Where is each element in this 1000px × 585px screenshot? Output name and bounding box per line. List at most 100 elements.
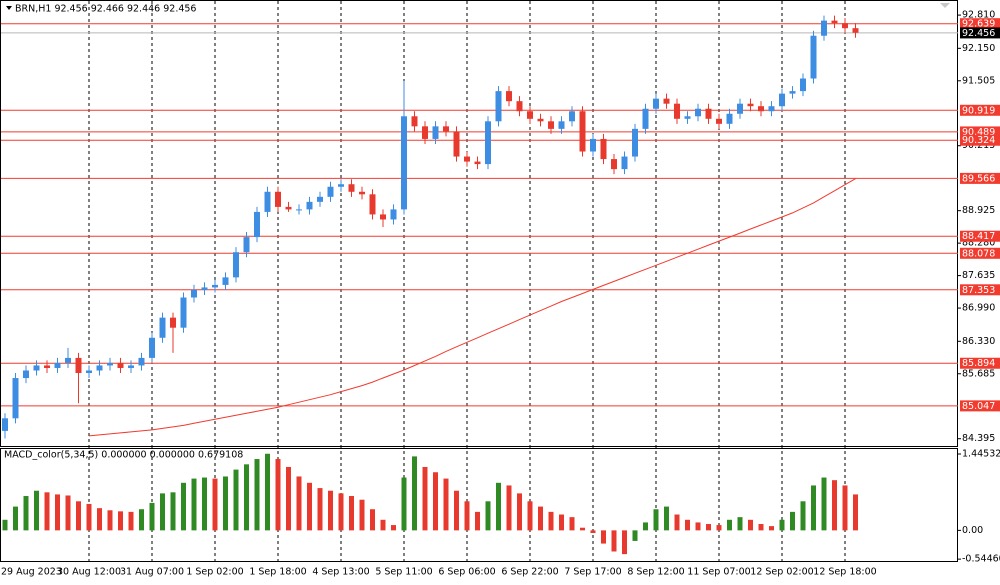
main-frame — [0, 0, 958, 447]
x-tick-label: 12 Sep 02:00 — [750, 567, 813, 578]
candle-body — [390, 209, 397, 220]
macd-bar — [611, 530, 617, 552]
candle-body — [632, 128, 638, 157]
candle-body — [117, 362, 124, 368]
candle-body — [569, 111, 575, 122]
candle-body — [33, 365, 40, 371]
level-label-box — [960, 134, 1000, 146]
macd-bar — [506, 485, 512, 531]
candle-body — [495, 91, 502, 122]
candle-body — [527, 111, 533, 119]
level-label-box — [960, 172, 1000, 184]
candle-body — [170, 317, 176, 328]
candle-body — [611, 159, 617, 170]
candle-body — [443, 126, 449, 132]
macd-bar — [548, 511, 554, 531]
macd-bar — [758, 524, 764, 531]
candle-body — [716, 118, 722, 124]
candle-body — [191, 289, 197, 298]
macd-bar — [191, 478, 197, 531]
candle-body — [96, 365, 103, 371]
last-price-box — [960, 27, 1000, 39]
candle-body — [800, 78, 806, 92]
macd-bar — [139, 509, 144, 531]
candle-body — [275, 191, 281, 207]
macd-bar — [674, 514, 680, 531]
level-label: 90.324 — [962, 135, 995, 146]
candle-body — [306, 201, 313, 210]
macd-bar — [538, 506, 543, 531]
candle-body — [285, 206, 292, 210]
macd-bar — [170, 492, 176, 531]
candle-body — [831, 20, 838, 24]
candle-body — [201, 287, 208, 290]
macd-bar — [233, 469, 239, 531]
y-tick-label: 86.990 — [962, 303, 995, 314]
macd-bar — [23, 496, 29, 531]
macd-bar — [632, 530, 638, 541]
candle-body — [485, 121, 491, 165]
menu-arrow — [6, 6, 12, 10]
candle-body — [23, 370, 29, 379]
macd-bar — [149, 502, 155, 531]
level-label: 90.919 — [962, 105, 995, 116]
macd-bar — [412, 456, 417, 531]
macd-frame — [0, 448, 958, 562]
candle-body — [621, 156, 628, 170]
candle-body — [180, 297, 187, 328]
shift-marker — [940, 3, 950, 8]
y-tick-label: 86.330 — [962, 336, 995, 347]
macd-bar — [2, 519, 8, 531]
candle-body — [768, 106, 775, 112]
macd-bar — [223, 476, 228, 531]
level-label-box — [960, 230, 1000, 242]
x-tick-label: 7 Sep 17:00 — [564, 567, 621, 578]
macd-bar — [769, 526, 774, 531]
candle-body — [296, 209, 302, 211]
candle-body — [107, 362, 113, 366]
candle-body — [779, 93, 785, 107]
macd-bar — [811, 485, 816, 531]
macd-bar — [853, 494, 858, 531]
macd-bar — [800, 501, 806, 531]
macd-bar — [202, 477, 207, 531]
macd-bar — [601, 530, 606, 544]
candle-body — [852, 28, 859, 33]
candle-body — [44, 365, 50, 368]
candle-body — [12, 378, 19, 419]
x-tick-label: 12 Sep 18:00 — [813, 567, 876, 578]
macd-bar — [338, 493, 344, 531]
macd-bar — [86, 503, 92, 531]
macd-bar — [527, 501, 533, 531]
macd-bar — [779, 519, 785, 531]
candle-body — [128, 365, 134, 368]
macd-bar — [685, 519, 690, 531]
macd-bar — [254, 459, 260, 531]
candle-body — [149, 337, 155, 358]
macd-bar — [580, 527, 585, 531]
candle-body — [537, 118, 544, 122]
macd-bar — [454, 490, 459, 531]
macd-bar — [496, 482, 501, 531]
macd-bar — [517, 493, 522, 531]
macd-bar — [727, 519, 732, 531]
macd-bar — [307, 482, 312, 531]
macd-bar — [349, 496, 354, 531]
macd-bar — [370, 509, 375, 531]
candle-body — [327, 186, 334, 197]
candle-body — [348, 184, 355, 192]
candle-body — [600, 138, 607, 160]
candle-body — [75, 357, 82, 374]
y-tick-label: 87.635 — [962, 270, 995, 281]
level-label-box — [960, 126, 1000, 138]
candle-body — [159, 317, 166, 338]
candle-body — [401, 116, 407, 210]
candle-body — [411, 116, 418, 127]
y-tick-label: 92.810 — [962, 10, 995, 21]
macd-bar — [842, 485, 848, 531]
macd-bar — [160, 493, 165, 531]
level-label: 85.894 — [962, 358, 995, 369]
candle-body — [674, 103, 680, 119]
